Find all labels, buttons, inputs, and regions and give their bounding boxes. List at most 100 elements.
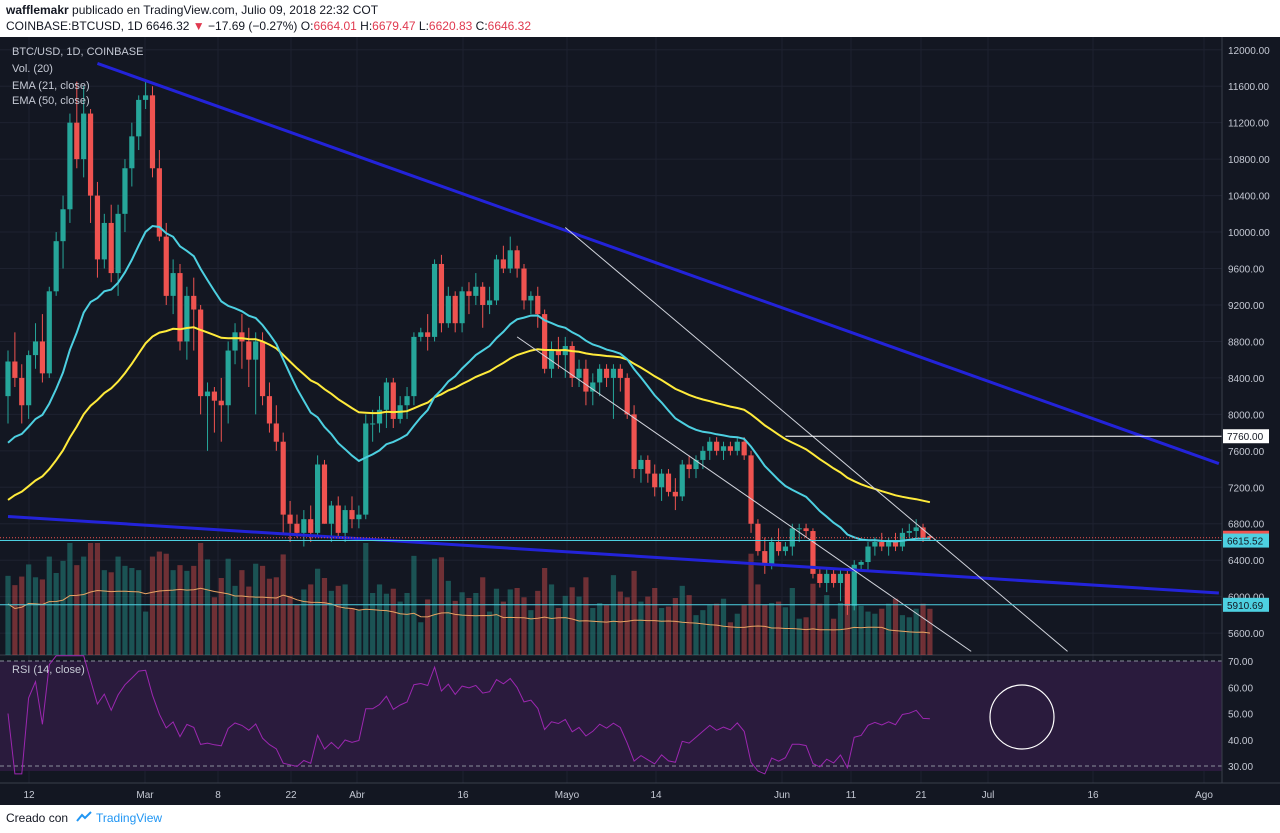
price-chart[interactable]: 12000.00 11600.00 11200.00 10800.00 10400.00… (0, 37, 1280, 805)
volume-bar (645, 596, 651, 655)
y-tick-label: 8800.00 (1228, 337, 1265, 348)
x-tick-label: 11 (846, 790, 857, 801)
price-axis[interactable] (1222, 37, 1280, 805)
candle-body (583, 368, 589, 392)
open-label: O: (300, 19, 314, 33)
candle-body (363, 423, 369, 515)
volume-bar (328, 590, 334, 655)
volume-bar (803, 617, 809, 655)
volume-bar (26, 564, 32, 655)
trendline-lower (7, 514, 1219, 595)
volume-bar (74, 565, 80, 655)
volume-bar (879, 608, 885, 655)
candles (5, 81, 933, 615)
candle-body (81, 113, 87, 160)
legend-vol: Vol. (20) (12, 63, 53, 75)
volume-bar (755, 584, 761, 655)
volume-bar (19, 576, 25, 655)
candle-body (597, 368, 603, 383)
volume-bar (762, 604, 768, 655)
y-tick-label: 10800.00 (1228, 155, 1270, 166)
x-tick-label: Jul (982, 790, 995, 801)
candle-body (225, 350, 231, 406)
candle-body (246, 341, 252, 360)
volume-bar (769, 603, 775, 655)
chart-area[interactable]: 12000.00 11600.00 11200.00 10800.00 10400.00… (0, 37, 1280, 805)
candle-body (734, 441, 740, 451)
candle-body (603, 368, 610, 378)
candle-body (163, 236, 169, 296)
candle-body (156, 168, 162, 237)
candle-body (817, 573, 823, 583)
candle-body (53, 241, 59, 292)
volume-bar (225, 558, 231, 655)
volume-bar (720, 598, 727, 655)
rsi-tick-label: 50.00 (1228, 710, 1253, 721)
candle-body (335, 505, 341, 533)
candle-body (425, 332, 431, 337)
volume-bar (376, 584, 383, 655)
candle-body (652, 473, 658, 488)
volume-bar (459, 592, 465, 655)
candle-body (466, 291, 472, 296)
down-arrow-icon: ▼ (192, 19, 205, 33)
candle-body (714, 441, 720, 451)
candle-body (94, 195, 101, 260)
volume-bar (404, 593, 410, 655)
volume-bar (480, 577, 486, 655)
candle-body (872, 541, 878, 547)
candle-body (679, 464, 685, 497)
volume-bar (851, 578, 857, 655)
volume-bar (603, 605, 610, 655)
candle-body (108, 222, 114, 274)
candle-body (321, 464, 328, 524)
volume-bar (865, 611, 871, 655)
ema21-line (7, 224, 930, 543)
candle-body (67, 122, 73, 210)
candle-body (775, 541, 782, 552)
tradingview-link[interactable]: TradingView (96, 811, 163, 825)
volume-bar (576, 596, 582, 655)
volume-bar (239, 570, 245, 655)
volume-bar (844, 587, 850, 655)
close-label: C: (475, 19, 488, 33)
x-tick-label: Abr (349, 790, 365, 801)
candle-body (631, 414, 637, 470)
open-value: 6664.01 (313, 19, 357, 33)
price-tag (1223, 429, 1269, 444)
candle-body (5, 361, 11, 397)
volume-bar (610, 575, 617, 655)
volume-bar (321, 578, 328, 655)
candle-body (211, 391, 217, 401)
rsi-tick-label: 60.00 (1228, 683, 1253, 694)
candle-body (473, 286, 479, 296)
candle-body (19, 377, 25, 406)
volume-bar (184, 570, 190, 655)
volume-bar (143, 611, 149, 655)
volume-bar (899, 615, 905, 655)
volume-bar (315, 568, 321, 655)
candle-body (548, 350, 555, 369)
candle-body (858, 562, 864, 565)
volume-bar (872, 613, 878, 655)
volume-bar (707, 605, 713, 655)
x-tick-label: Ago (1195, 790, 1213, 801)
volume-bar (53, 573, 59, 655)
volume-bar (136, 570, 142, 655)
x-axis-ticks: 12 Mar 8 22 Abr 16 Mayo 14 Jun 11 21 Jul 16 Ago (23, 790, 1213, 801)
candle-body (487, 300, 493, 305)
volume-bar (122, 565, 128, 655)
candle-body (927, 536, 933, 538)
high-value: 6679.47 (372, 19, 416, 33)
rsi-highlight-circle (989, 684, 1055, 750)
author-name[interactable]: wafflemakr (6, 3, 69, 17)
candle-body (638, 459, 644, 470)
volume-bar (831, 618, 837, 655)
volume-bar (659, 608, 665, 655)
volume-bar (170, 570, 176, 655)
candle-body (645, 459, 651, 474)
volume-bar (431, 558, 438, 655)
low-label: L: (418, 19, 429, 33)
candle-body (273, 423, 279, 442)
